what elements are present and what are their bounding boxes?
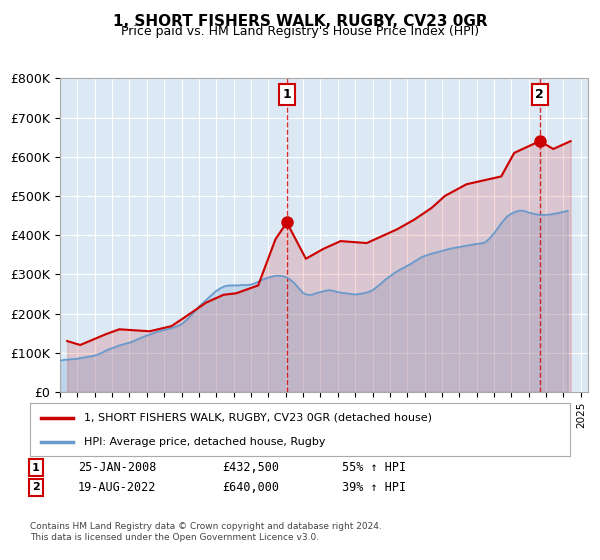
Text: HPI: Average price, detached house, Rugby: HPI: Average price, detached house, Rugb…	[84, 437, 325, 447]
Text: £640,000: £640,000	[222, 480, 279, 494]
Text: 19-AUG-2022: 19-AUG-2022	[78, 480, 157, 494]
Text: 25-JAN-2008: 25-JAN-2008	[78, 461, 157, 474]
Text: 2: 2	[535, 88, 544, 101]
Text: 55% ↑ HPI: 55% ↑ HPI	[342, 461, 406, 474]
Text: 1: 1	[283, 88, 291, 101]
Text: £432,500: £432,500	[222, 461, 279, 474]
Text: 1, SHORT FISHERS WALK, RUGBY, CV23 0GR: 1, SHORT FISHERS WALK, RUGBY, CV23 0GR	[113, 14, 487, 29]
Text: Price paid vs. HM Land Registry's House Price Index (HPI): Price paid vs. HM Land Registry's House …	[121, 25, 479, 38]
Text: 39% ↑ HPI: 39% ↑ HPI	[342, 480, 406, 494]
Text: 1: 1	[32, 463, 40, 473]
Text: This data is licensed under the Open Government Licence v3.0.: This data is licensed under the Open Gov…	[30, 533, 319, 542]
Text: 1, SHORT FISHERS WALK, RUGBY, CV23 0GR (detached house): 1, SHORT FISHERS WALK, RUGBY, CV23 0GR (…	[84, 413, 432, 423]
Text: Contains HM Land Registry data © Crown copyright and database right 2024.: Contains HM Land Registry data © Crown c…	[30, 522, 382, 531]
Text: 2: 2	[32, 482, 40, 492]
